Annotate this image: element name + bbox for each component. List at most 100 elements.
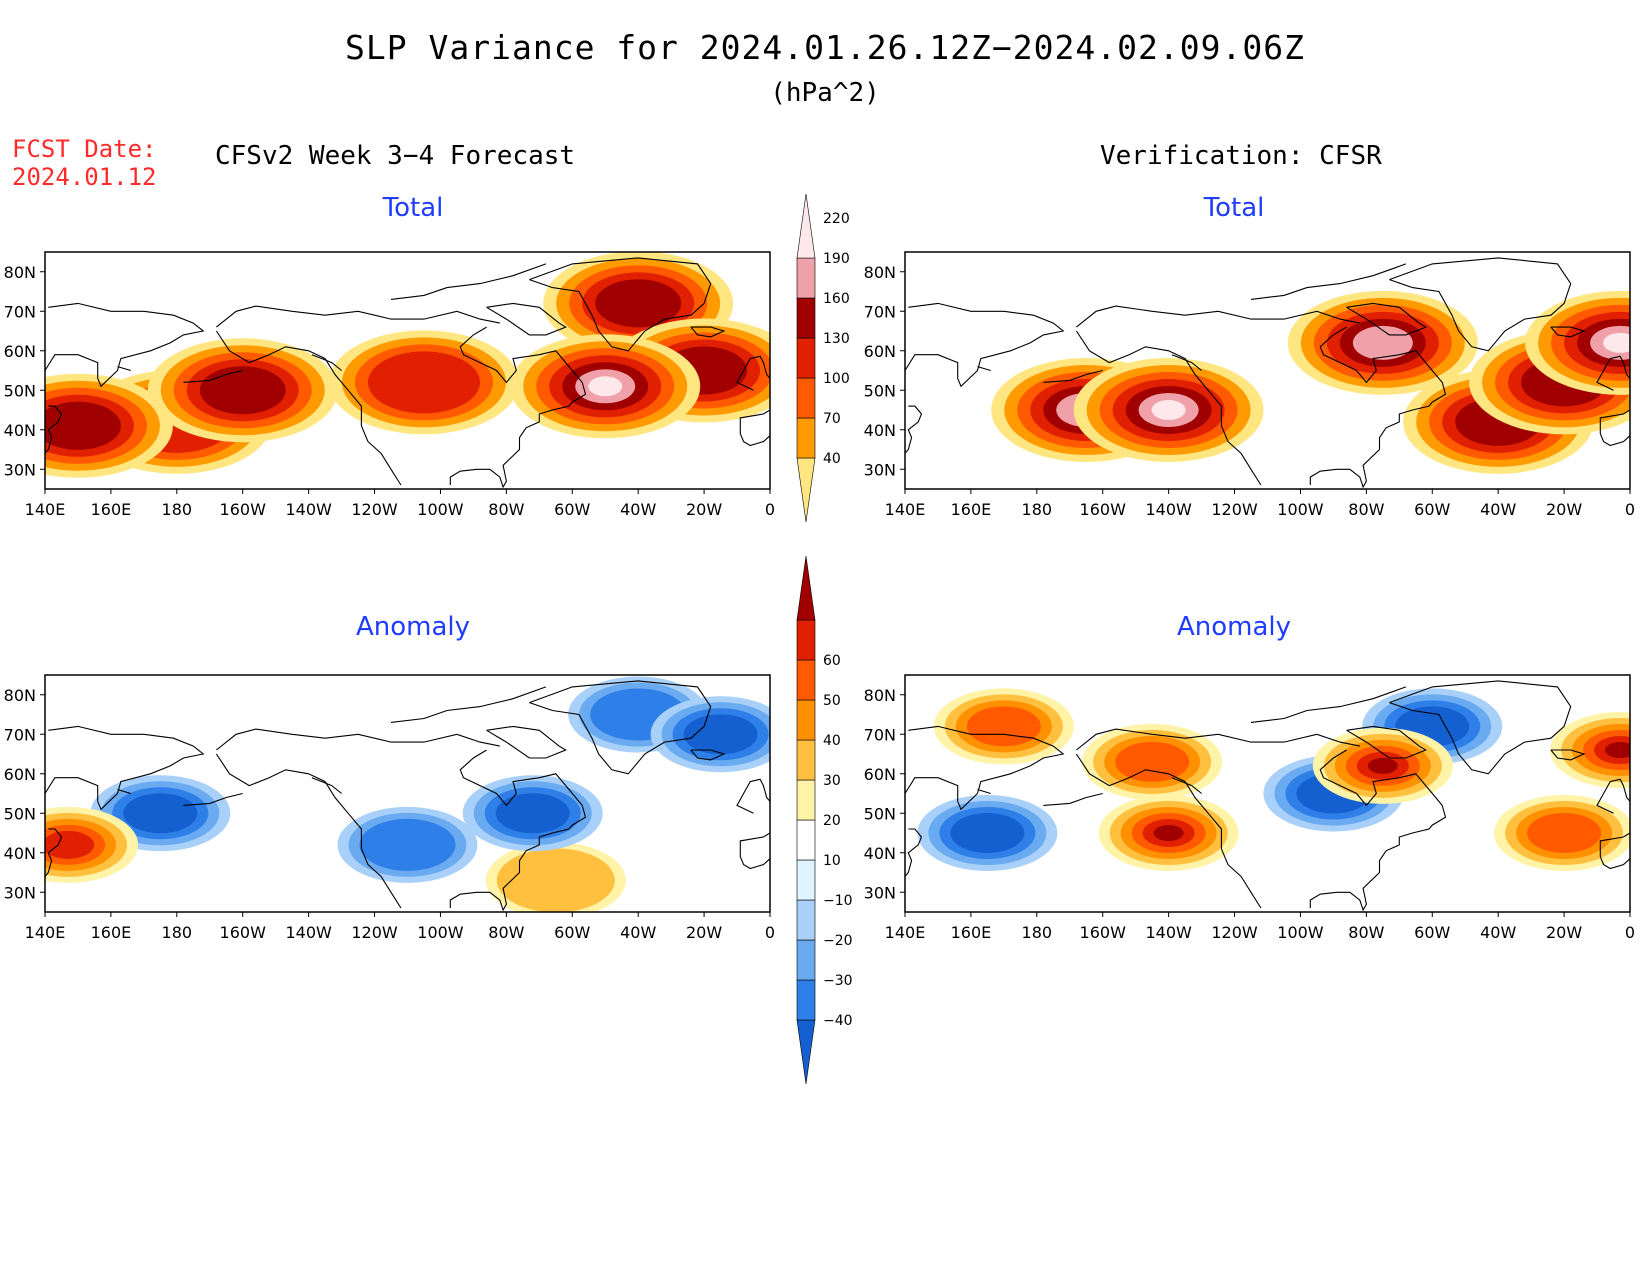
lon-tick-label: 120W [1211,923,1258,942]
colorbar-segment [796,819,816,861]
lon-tick-label: 80W [1348,923,1384,942]
anomaly-contour [1115,741,1190,782]
anomaly-contour [683,714,758,755]
colorbar-label: 100 [823,371,850,387]
shaded-field [45,676,770,912]
lon-tick-label: 160E [951,923,992,942]
lat-tick-label: 30N [864,883,896,902]
lon-tick-label: 100W [417,923,464,942]
anomaly-contour [1367,757,1398,774]
map-panel-0: 80N 70N 60N 50N 40N 30N 140E 160E 180 160W 140W 120… [4,251,775,519]
total-contour [1151,400,1186,420]
lon-tick-label: 120W [351,500,398,519]
verification-anomaly-title: Anomaly [1176,612,1292,642]
colorbar-segment [796,193,816,259]
anomaly-contour [496,848,615,912]
anomaly-contour [359,818,456,871]
colorbar-segment [796,337,816,379]
colorbar-segment [796,1019,816,1085]
lat-tick-label: 70N [4,725,36,744]
colorbar-segment [796,297,816,339]
lon-tick-label: 60W [1414,500,1450,519]
anomaly-contour [123,793,198,834]
lon-tick-label: 140W [285,923,332,942]
lat-tick-label: 70N [864,725,896,744]
colorbar-label: 20 [823,813,841,829]
lon-tick-label: 180 [162,923,193,942]
lon-tick-label: 0 [1625,923,1635,942]
lon-tick-label: 160E [91,923,132,942]
colorbar-segment [796,619,816,661]
colorbar-segment [796,457,816,523]
lat-tick-label: 40N [864,844,896,863]
map-frame [904,674,1631,913]
colorbar-label: 160 [823,291,850,307]
lat-tick-label: 80N [4,686,36,705]
total-contour [1603,332,1630,353]
fcst-date-value: 2024.01.12 [12,163,157,191]
lon-tick-label: 60W [1414,923,1450,942]
lat-tick-label: 50N [864,381,896,400]
lon-tick-label: 140E [25,923,66,942]
lon-tick-label: 0 [1625,500,1635,519]
total-contour [367,351,480,414]
lat-tick-label: 60N [4,342,36,361]
anomaly-colorbar: −40 −30 −20 −10 10 20 30 40 50 60 [796,555,853,1085]
lon-tick-label: 180 [1022,500,1053,519]
verification-header: Verification: CFSR [1100,141,1382,171]
total-contour [199,366,286,415]
map-panel-2: 80N 70N 60N 50N 40N 30N 140E 160E 180 160W 140W 120… [4,674,775,942]
map-frame [904,251,1631,490]
total-colorbar: 40 70 100 130 160 190 220 [796,193,850,523]
lon-tick-label: 140E [885,500,926,519]
colorbar-label: 10 [823,853,841,869]
lat-tick-label: 30N [4,460,36,479]
fcst-date-label: FCST Date: [12,135,157,163]
total-contour [45,401,121,450]
lat-tick-label: 80N [864,263,896,282]
lat-tick-label: 60N [864,342,896,361]
fcst-date-block: FCST Date: 2024.01.12 [12,135,157,191]
lon-tick-label: 160W [220,923,267,942]
lon-tick-label: 160W [1080,923,1127,942]
colorbar-label: 130 [823,331,850,347]
colorbar-label: −30 [823,973,853,989]
verification-total-title: Total [1203,193,1265,223]
colorbar-label: −20 [823,933,853,949]
coastlines [905,257,1630,489]
total-contour [588,376,623,397]
colorbar-label: −40 [823,1013,853,1029]
anomaly-contour [495,793,570,834]
colorbar-segment [796,377,816,419]
lon-tick-label: 80W [488,500,524,519]
lat-tick-label: 60N [864,765,896,784]
lon-tick-label: 180 [1022,923,1053,942]
lon-tick-label: 140W [285,500,332,519]
shaded-field [991,290,1630,474]
lon-tick-label: 160W [1080,500,1127,519]
colorbar-label: 50 [823,693,841,709]
colorbar-segment [796,417,816,459]
lon-tick-label: 120W [1211,500,1258,519]
lon-tick-label: 0 [765,500,775,519]
lon-tick-label: 140E [885,923,926,942]
map-frame [44,251,771,490]
colorbar-label: −10 [823,893,853,909]
lon-tick-label: 60W [554,500,590,519]
colorbar-label: 190 [823,251,850,267]
colorbar-label: 60 [823,653,841,669]
anomaly-contour [950,813,1025,853]
coastlines [45,257,770,489]
lon-tick-label: 20W [686,923,722,942]
lon-tick-label: 160E [951,500,992,519]
lat-tick-label: 80N [4,263,36,282]
colorbar-segment [796,555,816,621]
map-panel-3: 80N 70N 60N 50N 40N 30N 140E 160E 180 160W 140W 120… [864,674,1635,942]
lon-tick-label: 100W [417,500,464,519]
colorbar-segment [796,899,816,941]
lon-tick-label: 20W [686,500,722,519]
anomaly-contour [45,830,95,859]
lon-tick-label: 20W [1546,923,1582,942]
lon-tick-label: 40W [1480,923,1516,942]
